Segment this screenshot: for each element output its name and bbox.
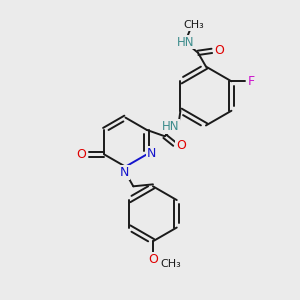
Text: O: O	[214, 44, 224, 57]
Text: O: O	[77, 148, 87, 161]
Text: F: F	[248, 75, 255, 88]
Text: CH₃: CH₃	[160, 259, 181, 269]
Text: CH₃: CH₃	[184, 20, 205, 30]
Text: HN: HN	[162, 120, 179, 133]
Text: O: O	[148, 254, 158, 266]
Text: N: N	[147, 147, 156, 160]
Text: O: O	[176, 139, 186, 152]
Text: HN: HN	[177, 35, 194, 49]
Text: N: N	[120, 166, 129, 179]
